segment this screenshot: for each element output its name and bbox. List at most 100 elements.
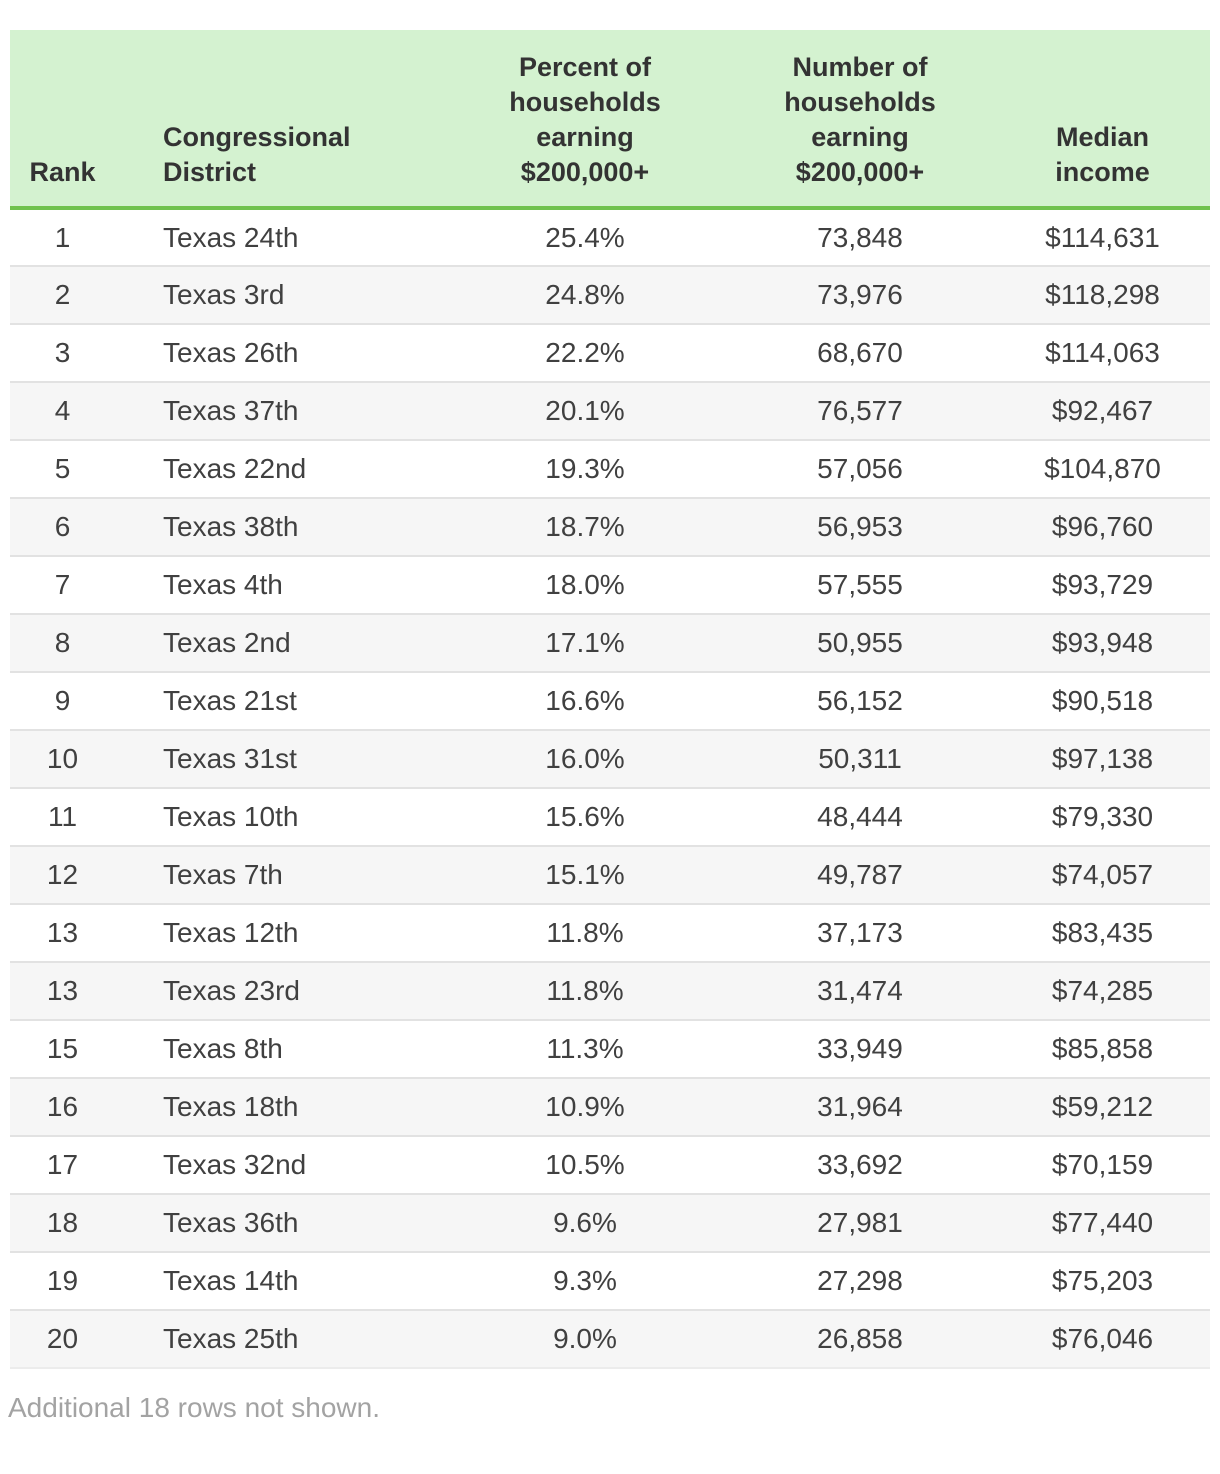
header-cell-median: Median income xyxy=(995,30,1210,210)
cell-percent: 11.3% xyxy=(546,1033,624,1064)
cell-median: $74,285 xyxy=(1051,975,1154,1006)
cell-percent: 11.8% xyxy=(546,917,624,948)
cell-median: $75,203 xyxy=(1051,1265,1154,1296)
cell-percent: 10.9% xyxy=(545,1091,625,1122)
cell-number: 33,949 xyxy=(817,1033,903,1064)
cell-rank: 16 xyxy=(46,1091,79,1122)
cell-median: $96,760 xyxy=(1051,511,1154,542)
table-row: 15 Texas 8th 11.3% 33,949 $85,858 xyxy=(10,1020,1210,1078)
header-cell-number: Number of households earning $200,000+ xyxy=(725,30,995,210)
cell-district: Texas 7th xyxy=(163,859,283,890)
table-row: 10 Texas 31st 16.0% 50,311 $97,138 xyxy=(10,730,1210,788)
header-cell-rank: Rank xyxy=(10,30,115,210)
cell-number: 31,964 xyxy=(817,1091,903,1122)
cell-median: $93,729 xyxy=(1051,569,1154,600)
cell-district: Texas 31st xyxy=(163,743,297,774)
cell-median: $79,330 xyxy=(1051,801,1154,832)
cell-district: Texas 14th xyxy=(163,1265,299,1296)
cell-percent: 17.1% xyxy=(545,627,625,658)
table-row: 11 Texas 10th 15.6% 48,444 $79,330 xyxy=(10,788,1210,846)
table-row: 2 Texas 3rd 24.8% 73,976 $118,298 xyxy=(10,266,1210,324)
cell-rank: 11 xyxy=(47,801,78,832)
cell-median: $83,435 xyxy=(1051,917,1154,948)
cell-rank: 9 xyxy=(54,685,71,716)
cell-district: Texas 32nd xyxy=(163,1149,307,1180)
cell-number: 56,953 xyxy=(817,511,903,542)
header-label-number: Number of households earning $200,000+ xyxy=(784,52,936,187)
cell-percent: 9.3% xyxy=(553,1265,617,1296)
cell-number: 27,981 xyxy=(817,1207,903,1238)
cell-median: $104,870 xyxy=(1044,453,1161,484)
cell-percent: 22.2% xyxy=(545,337,625,368)
cell-rank: 20 xyxy=(46,1323,79,1354)
cell-number: 68,670 xyxy=(817,337,903,368)
table-row: 20 Texas 25th 9.0% 26,858 $76,046 xyxy=(10,1310,1210,1368)
cell-median: $118,298 xyxy=(1045,279,1160,310)
cell-median: $114,063 xyxy=(1045,337,1160,368)
table-row: 4 Texas 37th 20.1% 76,577 $92,467 xyxy=(10,382,1210,440)
cell-district: Texas 10th xyxy=(163,801,299,832)
cell-median: $70,159 xyxy=(1051,1149,1154,1180)
cell-number: 57,555 xyxy=(817,569,903,600)
cell-median: $59,212 xyxy=(1051,1091,1154,1122)
cell-rank: 1 xyxy=(54,221,71,253)
cell-district: Texas 24th xyxy=(163,221,299,253)
cell-rank: 10 xyxy=(46,743,79,774)
cell-district: Texas 36th xyxy=(163,1207,299,1238)
cell-number: 37,173 xyxy=(817,917,903,948)
header-label-percent: Percent of households earning $200,000+ xyxy=(509,52,661,187)
cell-median: $97,138 xyxy=(1051,743,1154,774)
cell-rank: 18 xyxy=(46,1207,79,1238)
cell-district: Texas 12th xyxy=(163,917,299,948)
cell-rank: 8 xyxy=(54,627,71,658)
table-row: 9 Texas 21st 16.6% 56,152 $90,518 xyxy=(10,672,1210,730)
cell-district: Texas 2nd xyxy=(163,627,291,658)
cell-number: 27,298 xyxy=(817,1265,903,1296)
cell-district: Texas 3rd xyxy=(163,279,285,310)
table-header: Rank Congressional District Percent of h… xyxy=(10,30,1210,210)
cell-median: $85,858 xyxy=(1051,1033,1154,1064)
cell-number: 26,858 xyxy=(817,1323,903,1354)
table-row: 7 Texas 4th 18.0% 57,555 $93,729 xyxy=(10,556,1210,614)
cell-percent: 25.4% xyxy=(545,221,625,253)
cell-number: 76,577 xyxy=(817,395,903,426)
header-label-district: Congressional District xyxy=(163,122,351,187)
table-row: 13 Texas 23rd 11.8% 31,474 $74,285 xyxy=(10,962,1210,1020)
table-row: 13 Texas 12th 11.8% 37,173 $83,435 xyxy=(10,904,1210,962)
cell-percent: 10.5% xyxy=(545,1149,625,1180)
cell-district: Texas 26th xyxy=(163,337,299,368)
cell-rank: 3 xyxy=(54,337,71,368)
header-cell-district: Congressional District xyxy=(115,30,445,210)
cell-district: Texas 22nd xyxy=(163,453,307,484)
table-row: 17 Texas 32nd 10.5% 33,692 $70,159 xyxy=(10,1136,1210,1194)
cell-rank: 15 xyxy=(46,1033,79,1064)
cell-number: 48,444 xyxy=(817,801,903,832)
cell-percent: 9.0% xyxy=(553,1323,617,1354)
cell-number: 56,152 xyxy=(817,685,903,716)
cell-rank: 19 xyxy=(46,1265,79,1296)
cell-percent: 15.1% xyxy=(545,859,625,890)
table-row: 12 Texas 7th 15.1% 49,787 $74,057 xyxy=(10,846,1210,904)
cell-percent: 20.1% xyxy=(545,395,625,426)
income-ranking-table: Rank Congressional District Percent of h… xyxy=(10,30,1210,1369)
cell-number: 50,955 xyxy=(817,627,903,658)
table-row: 5 Texas 22nd 19.3% 57,056 $104,870 xyxy=(10,440,1210,498)
cell-percent: 15.6% xyxy=(545,801,625,832)
cell-rank: 5 xyxy=(54,453,71,484)
table-header-row: Rank Congressional District Percent of h… xyxy=(10,30,1210,210)
cell-number: 33,692 xyxy=(817,1149,903,1180)
cell-percent: 18.0% xyxy=(545,569,625,600)
table-row: 6 Texas 38th 18.7% 56,953 $96,760 xyxy=(10,498,1210,556)
table-row: 19 Texas 14th 9.3% 27,298 $75,203 xyxy=(10,1252,1210,1310)
cell-number: 57,056 xyxy=(817,453,903,484)
cell-median: $92,467 xyxy=(1051,395,1154,426)
cell-percent: 18.7% xyxy=(545,511,625,542)
cell-percent: 9.6% xyxy=(553,1207,617,1238)
cell-rank: 17 xyxy=(46,1149,79,1180)
cell-rank: 13 xyxy=(46,975,79,1006)
cell-percent: 24.8% xyxy=(545,279,625,310)
cell-district: Texas 4th xyxy=(163,569,283,600)
cell-rank: 2 xyxy=(54,279,71,310)
cell-number: 50,311 xyxy=(818,743,902,774)
